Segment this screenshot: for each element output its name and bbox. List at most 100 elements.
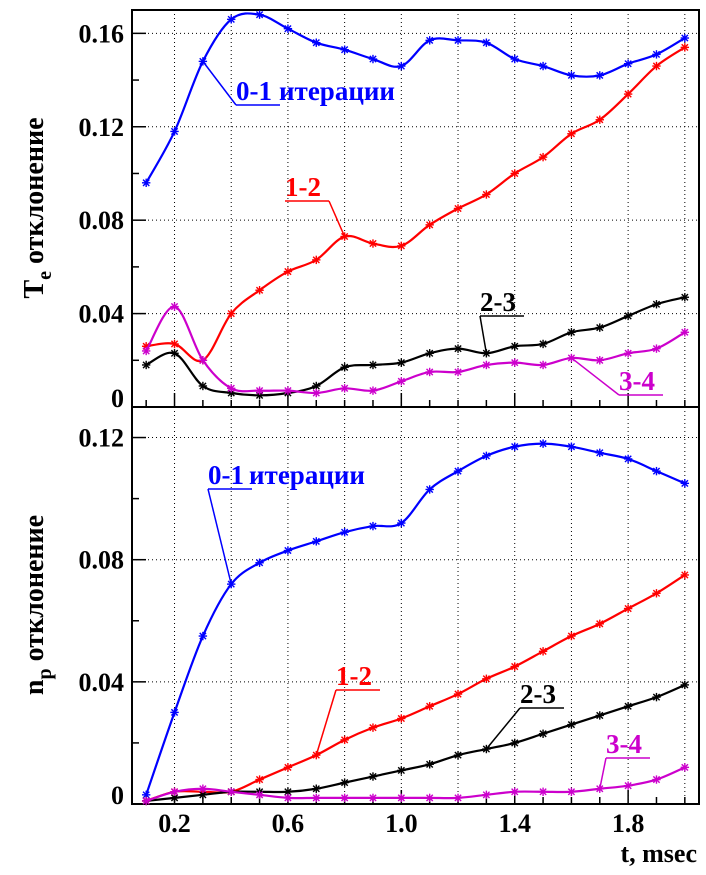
data-point [312, 255, 321, 265]
data-point [283, 24, 293, 33]
annotation-leader [202, 60, 237, 106]
annotation-label: 3-4 [606, 729, 642, 759]
data-point [368, 723, 378, 732]
np-annotations: 0-1 итерации 1-2 2-3 3-4 [207, 460, 650, 789]
data-point [368, 360, 378, 370]
data-point [227, 309, 236, 318]
data-point [397, 358, 406, 367]
te-y-axis-label: Te отклонение [19, 117, 56, 298]
data-point [623, 349, 633, 358]
data-point [170, 127, 179, 136]
data-point [623, 311, 633, 321]
te-grid [132, 10, 699, 407]
annotation-leader [328, 200, 346, 237]
data-point [198, 356, 208, 365]
y-tick-label: 0.08 [79, 546, 125, 575]
data-point [652, 344, 661, 353]
data-point [425, 702, 434, 711]
data-point [453, 367, 463, 377]
x-axis-label: t, msec [620, 839, 697, 868]
data-point [227, 15, 236, 24]
data-point [652, 466, 661, 476]
data-point [623, 454, 633, 464]
data-point [680, 763, 690, 772]
data-point [283, 793, 293, 803]
data-point [283, 267, 293, 276]
annotation-label: 2-3 [520, 679, 556, 709]
data-point [538, 339, 548, 349]
data-point [652, 589, 661, 598]
data-point [567, 720, 576, 729]
y-tick-label: 0.04 [79, 668, 125, 697]
data-point [482, 190, 491, 199]
te-series [141, 10, 690, 400]
data-point [425, 793, 434, 803]
data-point [595, 323, 604, 332]
data-point [623, 59, 633, 68]
data-point [312, 784, 321, 793]
data-point [425, 349, 434, 358]
data-point [170, 708, 179, 717]
y-tick-label: 0.04 [79, 300, 125, 329]
data-point [510, 662, 519, 671]
data-point [227, 787, 236, 796]
series-3-4 [141, 763, 690, 806]
data-point [538, 729, 548, 738]
data-point [312, 388, 321, 398]
data-point [482, 674, 491, 683]
te-ticks [132, 32, 686, 407]
data-point [170, 793, 179, 803]
x-tick-label: 0.2 [158, 809, 191, 838]
data-point [170, 339, 179, 349]
data-point [340, 528, 349, 537]
data-point [170, 302, 179, 311]
data-point [141, 346, 151, 356]
data-point [538, 439, 548, 448]
data-point [198, 784, 208, 793]
data-point [312, 537, 321, 546]
annotation-label: 3-4 [619, 366, 655, 396]
x-tick-label: 1.0 [385, 809, 418, 838]
np-series [141, 439, 690, 806]
data-point [538, 61, 548, 71]
np-x-tick-labels: 0.2 0.6 1.0 1.4 1.8 [158, 809, 644, 838]
data-point [595, 711, 604, 720]
data-point [141, 796, 151, 806]
data-point [510, 358, 519, 367]
data-point [567, 787, 576, 796]
data-point [397, 377, 406, 386]
data-point [227, 384, 236, 393]
np-y-axis-label: np отклонение [19, 515, 56, 695]
annotation-label: итерации [249, 460, 365, 490]
data-point [255, 386, 264, 395]
data-point [623, 702, 633, 711]
data-point [510, 442, 519, 451]
data-point [680, 479, 690, 488]
annotation-label: итерации [279, 76, 395, 106]
data-point [652, 775, 661, 784]
series-1-2 [141, 43, 690, 365]
data-point [567, 442, 576, 451]
data-point [170, 787, 179, 796]
data-point [538, 647, 548, 656]
data-point [680, 680, 690, 690]
data-point [510, 342, 519, 351]
data-point [340, 778, 349, 787]
data-point [510, 738, 519, 748]
data-point [652, 692, 661, 702]
y-tick-label: 0.12 [79, 113, 125, 142]
data-point [482, 38, 491, 47]
data-point [680, 293, 690, 302]
data-point [680, 33, 690, 43]
data-point [170, 349, 179, 358]
data-point [397, 766, 406, 775]
data-point [595, 448, 604, 458]
annotation-leader [599, 757, 607, 789]
data-point [510, 169, 519, 178]
data-point [340, 793, 349, 803]
series-3-4 [141, 302, 690, 398]
y-tick-label: 0.12 [79, 424, 125, 453]
data-point [340, 363, 349, 372]
